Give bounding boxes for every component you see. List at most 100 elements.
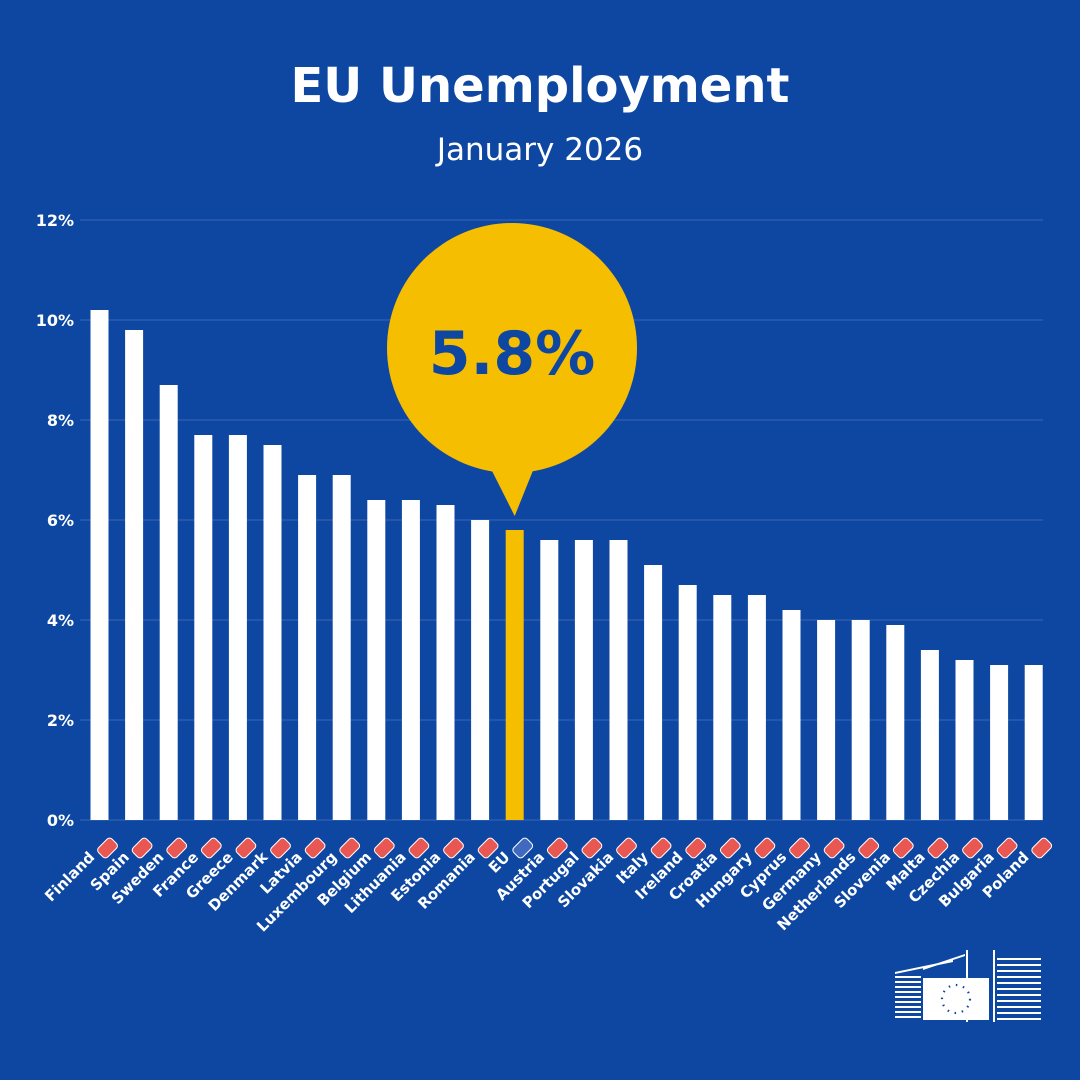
flag-badge-fill xyxy=(513,838,533,858)
bar-finland xyxy=(90,310,109,820)
bar-bulgaria xyxy=(990,665,1009,820)
cyprus-flag-icon xyxy=(789,837,810,859)
flag-badge-fill xyxy=(582,838,602,858)
chart-subtitle: January 2026 xyxy=(436,132,644,168)
flag-badge-fill xyxy=(305,838,325,858)
greece-flag-icon xyxy=(235,837,257,859)
flag-badge-fill xyxy=(547,838,567,858)
bar-latvia xyxy=(298,475,317,820)
flag-badge-fill xyxy=(997,838,1017,858)
bar-france xyxy=(194,435,213,820)
y-tick-label: 0% xyxy=(47,811,74,830)
latvia-flag-icon xyxy=(304,837,326,859)
bar-cyprus xyxy=(782,610,801,820)
bar-poland xyxy=(1024,665,1043,820)
romania-flag-icon xyxy=(477,837,499,859)
flag-badge-fill xyxy=(236,838,256,858)
denmark-flag-icon xyxy=(270,837,291,859)
bar-belgium xyxy=(367,500,386,820)
bar-sweden xyxy=(159,385,178,820)
bar-lithuania xyxy=(401,500,420,820)
flag-badge-fill xyxy=(98,838,117,858)
flag-badge-fill xyxy=(444,838,463,858)
bar-spain xyxy=(125,330,144,820)
flag-badge-fill xyxy=(651,838,671,858)
flag-badge-fill xyxy=(720,838,740,858)
germany-flag-icon xyxy=(823,837,845,859)
flag-badge-fill xyxy=(374,838,394,858)
flag-badge-fill xyxy=(340,838,360,858)
flag-badge-fill xyxy=(1032,838,1052,858)
bar-italy xyxy=(644,565,663,820)
italy-flag-icon xyxy=(650,837,672,859)
chart-title: EU Unemployment xyxy=(290,58,790,114)
estonia-flag-icon xyxy=(443,837,464,859)
czechia-flag-icon xyxy=(962,837,983,859)
flag-badge-fill xyxy=(409,838,429,858)
bar-portugal xyxy=(574,540,593,820)
bar-netherlands xyxy=(851,620,870,820)
flag-badge-fill xyxy=(859,838,879,858)
bar-malta xyxy=(920,650,939,820)
bar-croatia xyxy=(713,595,732,820)
flag-badge-fill xyxy=(963,838,982,858)
flag-badge-fill xyxy=(928,838,948,858)
lithuania-flag-icon xyxy=(408,837,430,859)
bar-greece xyxy=(228,435,247,820)
bar-slovakia xyxy=(609,540,628,820)
y-tick-label: 6% xyxy=(47,511,74,530)
y-tick-label: 10% xyxy=(36,311,74,330)
bulgaria-flag-icon xyxy=(996,837,1018,859)
luxembourg-flag-icon xyxy=(339,837,361,859)
annotation-pointer xyxy=(488,463,536,516)
malta-flag-icon xyxy=(927,837,949,859)
bar-austria xyxy=(540,540,559,820)
flag-badge-fill xyxy=(132,838,152,858)
bar-hungary xyxy=(747,595,766,820)
flag-badge-fill xyxy=(271,838,290,858)
belgium-flag-icon xyxy=(373,837,395,859)
flag-badge-fill xyxy=(893,838,913,858)
slovakia-flag-icon xyxy=(616,837,637,859)
flag-badge-fill xyxy=(478,838,498,858)
flag-badge-fill xyxy=(824,838,844,858)
portugal-flag-icon xyxy=(581,837,603,859)
flag-badge-fill xyxy=(167,838,187,858)
y-tick-label: 4% xyxy=(47,611,74,630)
y-tick-label: 12% xyxy=(36,211,74,230)
bar-luxembourg xyxy=(332,475,351,820)
y-tick-label: 2% xyxy=(47,711,74,730)
bar-eu xyxy=(505,530,524,820)
bar-denmark xyxy=(263,445,282,820)
bar-germany xyxy=(817,620,836,820)
ireland-flag-icon xyxy=(685,837,707,859)
flag-badge-fill xyxy=(686,838,706,858)
annotation-bubble xyxy=(387,223,637,473)
hungary-flag-icon xyxy=(754,837,776,859)
bar-czechia xyxy=(955,660,974,820)
bar-slovenia xyxy=(886,625,905,820)
sweden-flag-icon xyxy=(166,837,188,859)
poland-flag-icon xyxy=(1031,837,1053,859)
croatia-flag-icon xyxy=(719,837,741,859)
bar-romania xyxy=(471,520,490,820)
annotation-value: 5.8% xyxy=(429,319,595,389)
austria-flag-icon xyxy=(546,837,568,859)
flag-badge-fill xyxy=(755,838,775,858)
flag-badge-fill xyxy=(201,838,221,858)
x-tick-label: Finland xyxy=(41,848,98,905)
bar-estonia xyxy=(436,505,455,820)
flag-badge-fill xyxy=(790,838,809,858)
european-commission-logo xyxy=(895,950,1041,1022)
netherlands-flag-icon xyxy=(858,837,880,859)
eu-flag-icon xyxy=(512,837,534,859)
y-tick-label: 8% xyxy=(47,411,74,430)
spain-flag-icon xyxy=(131,837,153,859)
flag-badge-fill xyxy=(617,838,636,858)
france-flag-icon xyxy=(200,837,222,859)
finland-flag-icon xyxy=(97,837,118,859)
slovenia-flag-icon xyxy=(892,837,914,859)
bar-ireland xyxy=(678,585,697,820)
